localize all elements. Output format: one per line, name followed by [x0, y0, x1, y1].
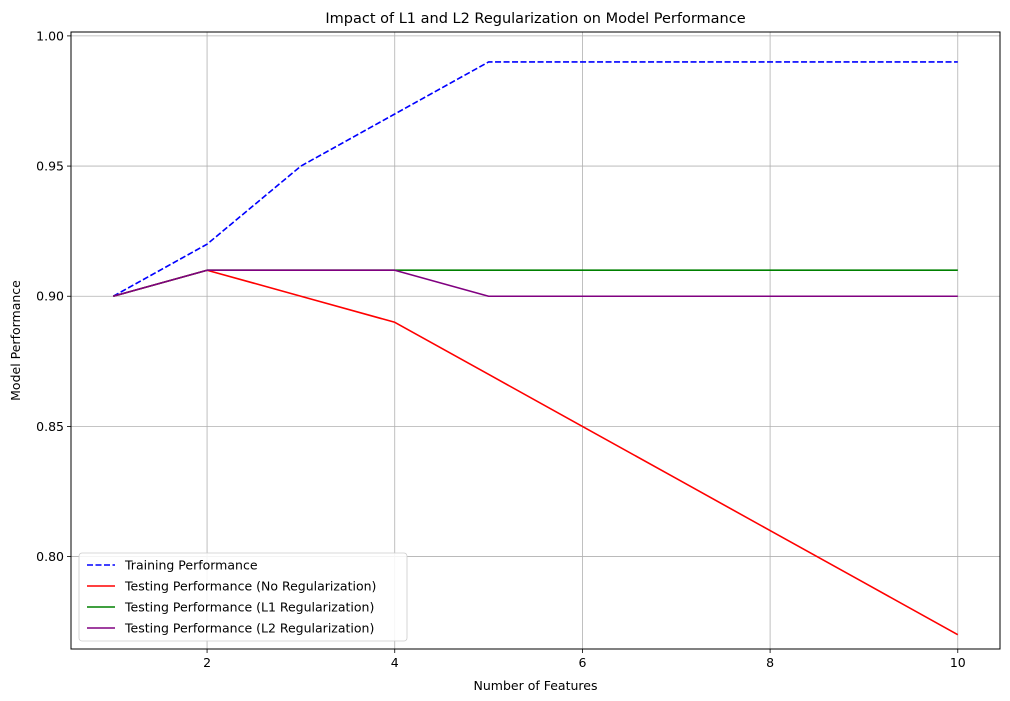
axis-ticks: 2 4 6 8 10 0.80 0.85 0.90 0.95 1.00 — [36, 28, 966, 670]
chart-title: Impact of L1 and L2 Regularization on Mo… — [325, 11, 745, 27]
y-tick-label: 0.95 — [36, 159, 64, 174]
data-series — [112, 61, 959, 636]
y-axis-label: Model Performance — [8, 280, 23, 401]
y-tick-label: 1.00 — [36, 28, 64, 43]
legend-label-1: Training Performance — [124, 558, 258, 573]
y-tick-label: 0.90 — [36, 289, 64, 304]
y-tick-label: 0.85 — [36, 419, 64, 434]
x-tick-label: 4 — [391, 655, 399, 670]
legend-label-2: Testing Performance (No Regularization) — [124, 579, 376, 594]
legend-box — [78, 552, 408, 642]
legend-label-3: Testing Performance (L1 Regularization) — [124, 600, 374, 615]
x-tick-label: 6 — [578, 655, 586, 670]
legend: Training Performance Testing Performance … — [78, 552, 408, 642]
series-line-4 — [113, 269, 958, 298]
x-tick-label: 8 — [766, 655, 774, 670]
y-tick-label: 0.80 — [36, 549, 64, 564]
legend-label-4: Testing Performance (L2 Regularization) — [124, 621, 374, 636]
x-tick-label: 10 — [950, 655, 966, 670]
x-axis-label: Number of Features — [474, 678, 598, 693]
plot-frame — [70, 31, 1001, 650]
x-tick-label: 2 — [203, 655, 211, 670]
series-line-2 — [113, 269, 959, 636]
grid — [71, 32, 1000, 649]
